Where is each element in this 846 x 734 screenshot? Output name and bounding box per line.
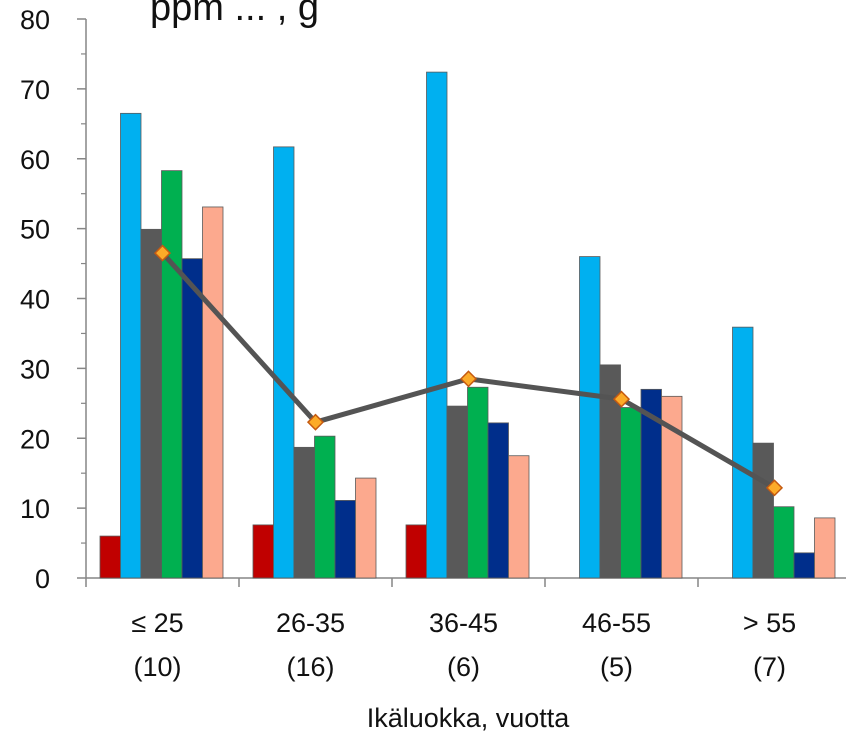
y-tick-label: 40: [20, 285, 50, 315]
bar: [508, 455, 530, 579]
y-tick-label: 80: [20, 5, 50, 35]
y-axis: 0 10 20 30 40 50 60 70 80: [20, 5, 87, 594]
bar: [140, 228, 162, 579]
x-tick-count-label: (16): [286, 652, 334, 682]
line-point: [153, 244, 172, 262]
bar: [579, 256, 601, 579]
x-axis-title: Ikäluokka, vuotta: [367, 703, 571, 733]
y-tick-label: 20: [20, 424, 50, 454]
bar: [120, 112, 142, 579]
bar: [181, 258, 203, 579]
x-tick-label: 36-45: [429, 608, 498, 638]
y-tick-label: 30: [20, 354, 50, 384]
bar: [732, 326, 754, 579]
bar: [161, 170, 183, 579]
line-point: [612, 390, 631, 408]
x-tick-label: ≤ 25: [131, 608, 183, 638]
y-tick-label: 10: [20, 494, 50, 524]
line-point: [306, 413, 325, 431]
bar: [293, 446, 315, 579]
bar: [426, 71, 448, 579]
bar: [334, 500, 356, 579]
y-tick-label: 50: [20, 215, 50, 245]
bars: [99, 71, 836, 579]
y-tick-label: 70: [20, 75, 50, 105]
x-axis: ≤ 25 (10) 26-35 (16) 36-45 (6) 46-55 (5) > 55 (7): [85, 577, 846, 682]
bar: [487, 422, 509, 579]
bar: [202, 206, 224, 579]
x-tick-label: 46-55: [582, 608, 651, 638]
line-point: [459, 370, 478, 388]
bar: [314, 435, 336, 579]
bar: [273, 146, 295, 579]
x-tick-label: > 55: [743, 608, 796, 638]
bar: [620, 407, 642, 579]
x-tick-count-label: (6): [447, 652, 480, 682]
bar: [661, 395, 683, 579]
chart-title: ppm ... , g: [150, 0, 319, 29]
bar: [99, 535, 121, 579]
bar: [446, 405, 468, 579]
bar: [773, 506, 795, 579]
bar: [793, 552, 815, 579]
x-tick-label: 26-35: [276, 608, 345, 638]
x-tick-count-label: (10): [133, 652, 181, 682]
bar: [467, 386, 489, 579]
y-tick-label: 0: [35, 564, 50, 594]
line-point: [765, 479, 784, 497]
bar: [814, 517, 836, 579]
bar: [355, 477, 377, 579]
bar: [252, 524, 274, 579]
line-series: [153, 244, 784, 497]
y-tick-label: 60: [20, 145, 50, 175]
x-tick-count-label: (5): [600, 652, 633, 682]
bar: [752, 442, 774, 579]
x-tick-count-label: (7): [753, 652, 786, 682]
bar: [405, 524, 427, 579]
